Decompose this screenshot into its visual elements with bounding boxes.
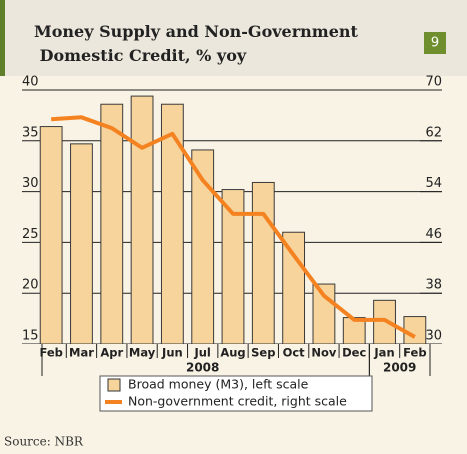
badge: 9 bbox=[431, 36, 439, 51]
title-stripe bbox=[0, 0, 5, 76]
x-tick-label: Jan bbox=[373, 346, 394, 360]
x-tick-label: Jun bbox=[161, 346, 183, 360]
legend-box bbox=[99, 375, 373, 412]
line bbox=[51, 115, 416, 339]
year-label: 2009 bbox=[383, 361, 416, 375]
y-tick-label: 25 bbox=[22, 227, 39, 242]
bar bbox=[130, 95, 154, 345]
title-band bbox=[0, 0, 467, 76]
x-tick-label: Mar bbox=[69, 346, 94, 360]
bar bbox=[160, 103, 184, 345]
x-tick-label: Feb bbox=[39, 346, 62, 360]
y-tick-label: 15 bbox=[22, 329, 39, 344]
chart-title: Money Supply and Non-Government Domestic… bbox=[34, 22, 359, 65]
y2-tick-label: 46 bbox=[425, 227, 442, 242]
x-tick-label: Feb bbox=[403, 346, 426, 360]
legend-label: Non-government credit, right scale bbox=[128, 394, 347, 409]
y-tick-label: 35 bbox=[22, 125, 39, 140]
legend-swatch bbox=[107, 378, 121, 392]
bar bbox=[39, 126, 63, 345]
x-tick-label: Sep bbox=[251, 346, 275, 360]
y2-tick-label: 38 bbox=[425, 278, 442, 293]
x-tick-label: Oct bbox=[283, 346, 306, 360]
bar bbox=[70, 143, 93, 345]
x-tick-label: Aug bbox=[220, 346, 245, 360]
bar bbox=[403, 316, 427, 345]
x-tick-label: May bbox=[129, 346, 156, 360]
legend-label: Broad money (M3), left scale bbox=[128, 377, 309, 392]
source: Source: NBR bbox=[4, 435, 84, 449]
x-tick-label: Apr bbox=[100, 346, 123, 360]
x-tick-label: Nov bbox=[311, 346, 337, 360]
y-tick-label: 20 bbox=[22, 278, 39, 293]
y2-tick-label: 54 bbox=[425, 176, 442, 191]
y-tick-label: 30 bbox=[22, 176, 39, 191]
y2-tick-label: 30 bbox=[425, 329, 442, 344]
y-tick-label: 40 bbox=[22, 75, 39, 90]
y2-tick-label: 62 bbox=[425, 125, 442, 140]
bar bbox=[100, 103, 124, 345]
bar bbox=[282, 231, 306, 345]
x-tick-label: Dec bbox=[342, 346, 366, 360]
bar bbox=[251, 181, 275, 345]
badge-box bbox=[424, 32, 446, 54]
year-label: 2008 bbox=[186, 361, 219, 375]
y2-tick-label: 70 bbox=[425, 75, 442, 90]
x-tick-label: Jul bbox=[193, 346, 210, 360]
